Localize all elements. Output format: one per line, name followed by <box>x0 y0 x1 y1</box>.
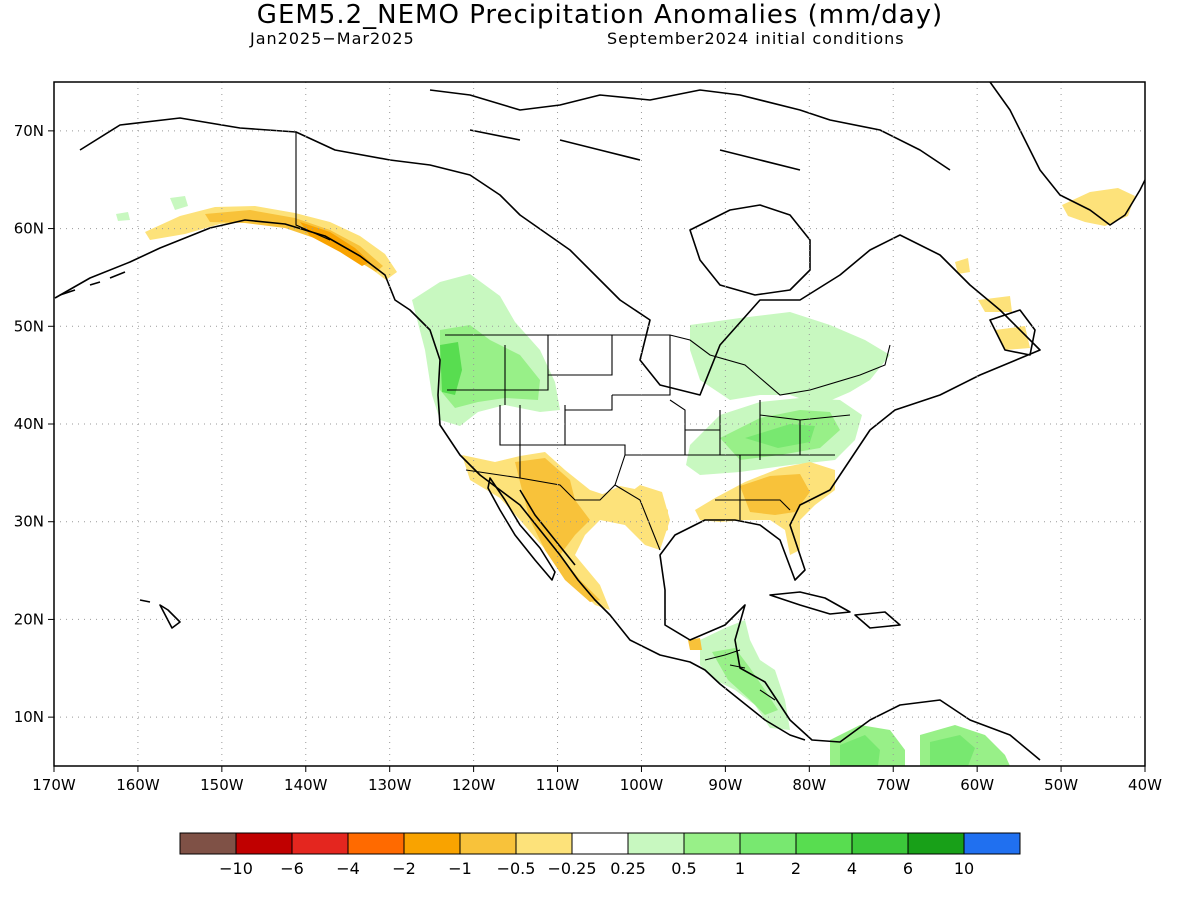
colorbar-swatch <box>683 832 741 855</box>
lon-tick-label: 140W <box>284 776 328 794</box>
anomaly-greenland-dry <box>1062 188 1135 226</box>
colorbar-label: 1 <box>735 859 745 878</box>
colorbar-label: −1 <box>448 859 472 878</box>
lon-tick-label: 120W <box>452 776 496 794</box>
lon-tick-label: 130W <box>368 776 412 794</box>
coastline-cuba <box>769 591 851 615</box>
anomaly-pacific-northwest-wet-3 <box>440 342 462 395</box>
anomaly-gulf-alaska-dry <box>145 206 397 280</box>
colorbar-swatch <box>179 832 237 855</box>
colorbar-label: −4 <box>336 859 360 878</box>
anomaly-great-lakes-canada-wet <box>690 312 890 405</box>
colorbar-swatch <box>795 832 853 855</box>
colorbar-label: −0.5 <box>497 859 536 878</box>
lat-tick-label: 20N <box>14 610 44 628</box>
colorbar-swatch <box>963 832 1021 855</box>
colorbar-label: 2 <box>791 859 801 878</box>
lon-tick-label: 100W <box>620 776 664 794</box>
graticule <box>54 82 1145 766</box>
colorbar-swatch <box>739 832 797 855</box>
colorbar-swatch <box>571 832 629 855</box>
colorbar-swatch <box>291 832 349 855</box>
anomaly-colombia-wet-2 <box>840 735 880 766</box>
forecast-period: Jan2025−Mar2025 <box>250 29 415 48</box>
lon-tick-label: 50W <box>1044 776 1078 794</box>
anomaly-southwest-dry-2 <box>515 458 600 602</box>
coastline-hispaniola <box>854 611 901 629</box>
coastlines <box>54 82 1145 761</box>
anomaly-newfoundland-dry-2 <box>995 326 1030 350</box>
coastline-alaska-canada-pacific <box>79 117 1041 761</box>
lat-tick-label: 40N <box>14 415 44 433</box>
lat-tick-label: 60N <box>14 220 44 238</box>
colorbar-swatch <box>515 832 573 855</box>
plot-frame <box>53 81 1146 767</box>
border-us-canada <box>445 334 891 396</box>
lon-tick-label: 110W <box>536 776 580 794</box>
coastline-newfoundland <box>989 309 1036 356</box>
latitude-axis: 10N 20N 30N 40N 50N 60N 70N <box>14 122 54 726</box>
lon-tick-label: 40W <box>1128 776 1162 794</box>
colorbar-label: −6 <box>280 859 304 878</box>
coastline-pacific-west <box>54 219 806 741</box>
map-title: GEM5.2_NEMO Precipitation Anomalies (mm/… <box>256 0 944 30</box>
colorbar-swatch <box>907 832 965 855</box>
coastline-greenland <box>989 82 1145 226</box>
lon-tick-label: 150W <box>200 776 244 794</box>
colorbar-label: −2 <box>392 859 416 878</box>
lon-tick-label: 70W <box>876 776 910 794</box>
colorbar-swatch <box>627 832 685 855</box>
colorbar-label: −10 <box>219 859 253 878</box>
initial-conditions: September2024 initial conditions <box>607 29 905 48</box>
lat-tick-label: 10N <box>14 708 44 726</box>
coastline-aleutians <box>59 271 126 296</box>
colorbar-swatch <box>347 832 405 855</box>
border-us-mexico <box>465 469 661 551</box>
lon-tick-label: 160W <box>116 776 160 794</box>
colorbar-label: 10 <box>954 859 974 878</box>
colorbar-swatch <box>403 832 461 855</box>
anomaly-se-alaska-dry-core <box>205 210 383 272</box>
anomaly-newfoundland-dry <box>978 296 1012 312</box>
coastline-hawaii <box>139 599 181 629</box>
lat-tick-label: 70N <box>14 122 44 140</box>
coastline-hudson-bay <box>689 204 811 296</box>
anomaly-pacific-northwest-wet-2 <box>440 325 540 408</box>
colorbar: −10 −6 −4 −2 −1 −0.5 −0.25 0.25 0.5 1 2 4 6 10 <box>179 832 1021 878</box>
coastline-baja <box>487 477 556 581</box>
anomaly-shading <box>116 188 1135 766</box>
anomaly-alaska-interior-green <box>170 196 188 210</box>
colorbar-label: −0.25 <box>547 859 596 878</box>
anomaly-southeast-dry-2 <box>740 474 810 515</box>
colorbar-swatch <box>459 832 517 855</box>
colorbar-label: 0.25 <box>610 859 646 878</box>
border-central-america <box>704 649 776 701</box>
anomaly-central-america-wet-2 <box>712 648 778 715</box>
coastline-arctic-islands <box>429 89 951 171</box>
lon-tick-label: 60W <box>960 776 994 794</box>
political-boundaries <box>295 132 891 701</box>
colorbar-label: 4 <box>847 859 857 878</box>
anomaly-alaska-west-green <box>116 212 130 221</box>
lat-tick-label: 30N <box>14 513 44 531</box>
colorbar-swatch <box>235 832 293 855</box>
border-alaska-canada <box>295 132 331 241</box>
anomaly-venezuela-wet-2 <box>930 735 975 766</box>
coastline-gulf-california <box>519 489 576 566</box>
anomaly-labrador-dry <box>955 258 970 274</box>
longitude-axis: 170W 160W 150W 140W 130W 120W 110W 100W 90W 80W 70… <box>32 766 1162 794</box>
lon-tick-label: 90W <box>708 776 742 794</box>
lat-tick-label: 50N <box>14 317 44 335</box>
anomaly-ohio-valley-wet-3 <box>745 424 815 448</box>
anomaly-texas-dry <box>590 486 668 540</box>
colorbar-label: 6 <box>903 859 913 878</box>
colorbar-swatch <box>851 832 909 855</box>
border-us-states <box>447 335 851 520</box>
anomaly-mexico-dry-spot <box>688 638 702 650</box>
lon-tick-label: 80W <box>792 776 826 794</box>
lon-tick-label: 170W <box>32 776 76 794</box>
colorbar-label: 0.5 <box>671 859 696 878</box>
